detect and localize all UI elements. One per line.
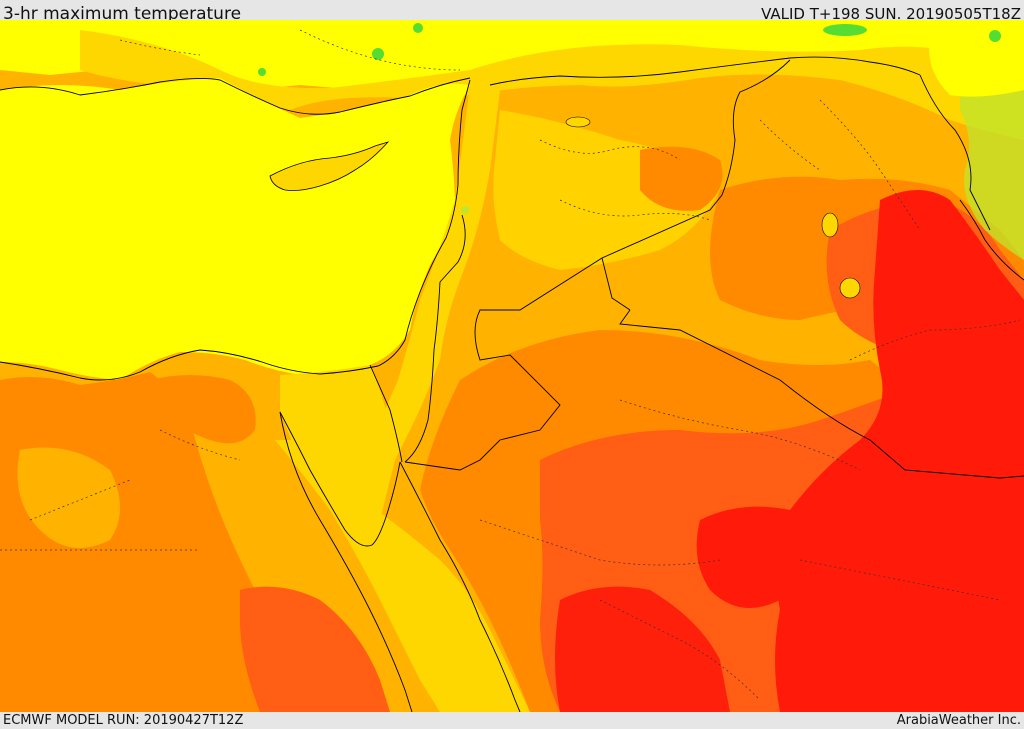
border-syria-iraq xyxy=(601,59,791,311)
zone-sinai-gold xyxy=(280,365,395,540)
coast-persian-gulf xyxy=(959,199,1024,281)
lake-tharthar xyxy=(821,212,839,238)
border-iraq-saudi xyxy=(779,379,1024,479)
green-spot-4 xyxy=(823,24,867,36)
zone-egypt-orange-2 xyxy=(150,375,256,444)
zone-red-mid xyxy=(696,506,794,608)
coast-gulf-aqaba xyxy=(371,461,401,546)
zone-egypt-red-patch xyxy=(240,586,390,712)
header-bar: 3-hr maximum temperature VALID T+198 SUN… xyxy=(0,0,1024,24)
border-egypt-israel xyxy=(369,364,403,463)
coastlines xyxy=(0,77,1024,712)
borders-national xyxy=(369,56,1024,479)
valid-time: VALID T+198 SUN. 20190505T18Z xyxy=(761,5,1021,23)
border-jordan-saudi xyxy=(404,257,603,471)
coast-turkey-south xyxy=(0,77,471,115)
zone-ne-yellowgreen xyxy=(960,85,1024,260)
coast-levant xyxy=(0,79,471,381)
green-spot-5 xyxy=(989,30,1001,42)
cyprus-island xyxy=(269,141,390,191)
zone-north-yellow xyxy=(0,20,1024,95)
coast-gulf-suez xyxy=(279,411,373,547)
map-title: 3-hr maximum temperature xyxy=(3,4,242,24)
coast-red-sea-west xyxy=(279,411,413,712)
coast-red-sea-east xyxy=(399,461,521,712)
footer-bar xyxy=(0,712,1024,729)
temperature-map[interactable] xyxy=(0,20,1024,712)
border-jordan-iraq xyxy=(619,309,781,381)
border-syria-lebanon xyxy=(439,214,466,283)
sea-red xyxy=(275,440,530,712)
border-israel-jordan xyxy=(404,281,441,463)
green-spot-2 xyxy=(413,23,423,33)
zone-levant-gold xyxy=(370,85,500,460)
borders-provincial xyxy=(0,29,1021,701)
zone-syria-orange xyxy=(640,146,723,211)
model-run-label: ECMWF MODEL RUN: 20190427T12Z xyxy=(3,713,244,728)
zone-red-south xyxy=(555,586,730,712)
sea-mediterranean xyxy=(0,78,470,380)
border-turkey-syria xyxy=(489,56,921,86)
green-spot-1 xyxy=(372,48,384,60)
lake-assad xyxy=(565,116,591,128)
zone-ne-yellow xyxy=(929,35,1024,97)
green-spot-6 xyxy=(461,206,469,214)
lake-razzaza xyxy=(839,277,861,299)
border-iraq-iran xyxy=(919,74,991,231)
zone-syria-gold xyxy=(493,110,720,270)
credit-label: ArabiaWeather Inc. xyxy=(896,713,1021,728)
zone-egypt-amber-inner xyxy=(17,447,120,548)
zone-north-gold xyxy=(80,30,1024,140)
zone-red-core xyxy=(775,190,1024,712)
green-spot-3 xyxy=(258,68,266,76)
